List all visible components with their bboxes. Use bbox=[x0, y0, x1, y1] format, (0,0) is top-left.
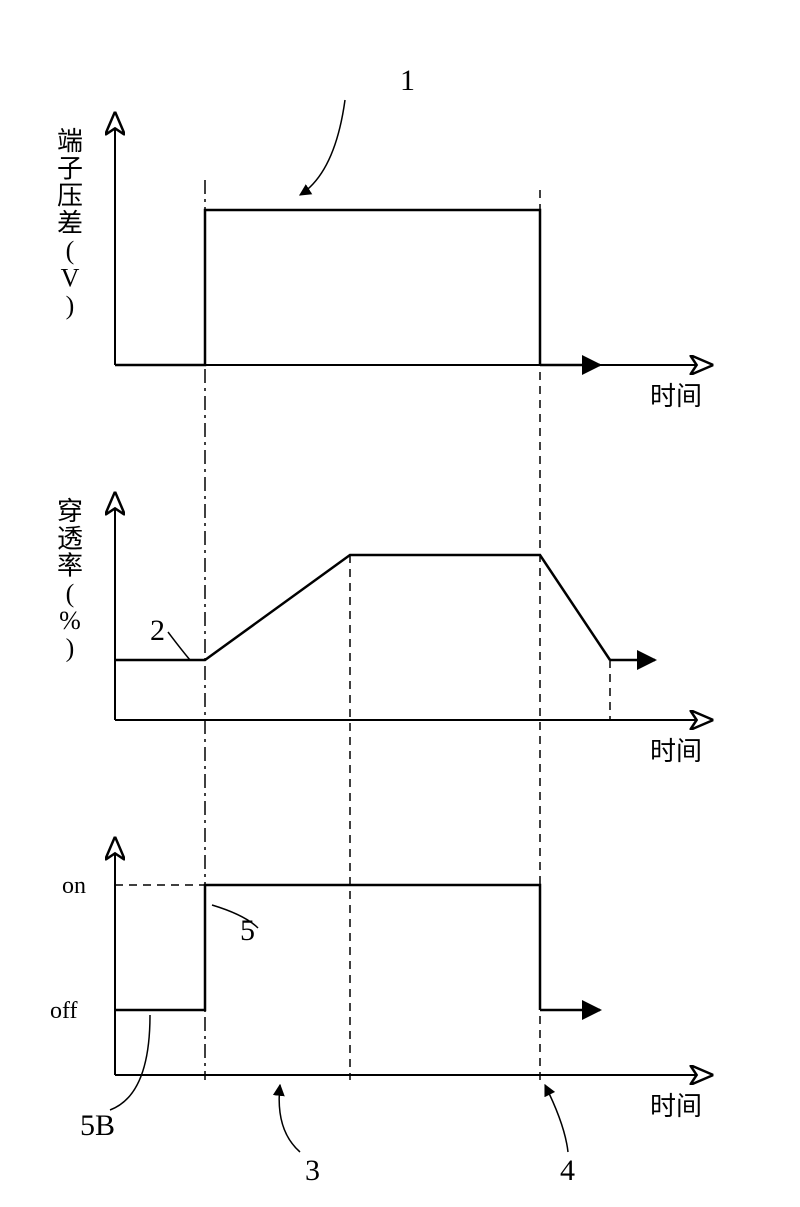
svg-text:3: 3 bbox=[305, 1154, 320, 1187]
svg-text:时间: 时间 bbox=[650, 382, 702, 411]
svg-text:5B: 5B bbox=[80, 1109, 115, 1142]
svg-text:1: 1 bbox=[400, 64, 415, 97]
svg-text:5: 5 bbox=[240, 914, 255, 947]
diagram-canvas: 时间端子压差(V)1时间穿透率(%)2时间onoff55B34 bbox=[0, 0, 800, 1207]
svg-text:时间: 时间 bbox=[650, 737, 702, 766]
svg-text:2: 2 bbox=[150, 614, 165, 647]
svg-text:穿透率(%): 穿透率(%) bbox=[57, 497, 83, 663]
svg-text:端子压差(V): 端子压差(V) bbox=[57, 127, 83, 320]
svg-text:off: off bbox=[50, 998, 78, 1024]
svg-text:4: 4 bbox=[560, 1154, 575, 1187]
svg-text:时间: 时间 bbox=[650, 1092, 702, 1121]
svg-text:on: on bbox=[62, 873, 86, 899]
